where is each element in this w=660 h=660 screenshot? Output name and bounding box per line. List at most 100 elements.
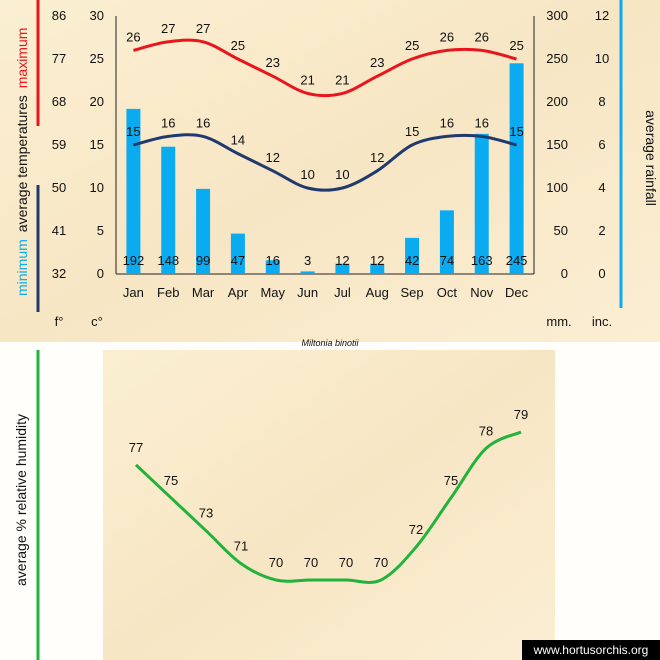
maximum-data-label: 27 bbox=[161, 21, 175, 36]
celsius-tick-label: 20 bbox=[90, 94, 104, 109]
rainfall-bar bbox=[300, 271, 315, 274]
fahrenheit-tick-label: 41 bbox=[52, 223, 66, 238]
rainfall-bar bbox=[335, 263, 350, 274]
celsius-unit-label: c° bbox=[91, 314, 103, 329]
minimum-data-label: 10 bbox=[300, 167, 314, 182]
month-tick-label: Jan bbox=[123, 285, 144, 300]
month-tick-label: May bbox=[260, 285, 285, 300]
rainfall-data-label: 192 bbox=[123, 253, 145, 268]
fahrenheit-tick-label: 59 bbox=[52, 137, 66, 152]
humidity-data-label: 77 bbox=[129, 440, 143, 455]
mm-tick-label: 250 bbox=[546, 51, 568, 66]
fahrenheit-tick-label: 50 bbox=[52, 180, 66, 195]
maximum-data-label: 21 bbox=[300, 72, 314, 87]
maximum-data-label: 21 bbox=[335, 72, 349, 87]
average-temperatures-label: average temperatures bbox=[14, 95, 30, 232]
rainfall-data-label: 148 bbox=[157, 253, 179, 268]
rainfall-data-label: 16 bbox=[266, 253, 280, 268]
inches-tick-label: 12 bbox=[595, 8, 609, 23]
month-tick-label: Dec bbox=[505, 285, 529, 300]
bottom-panel-background bbox=[103, 350, 555, 660]
maximum-data-label: 25 bbox=[231, 38, 245, 53]
minimum-data-label: 16 bbox=[161, 115, 175, 130]
celsius-tick-label: 25 bbox=[90, 51, 104, 66]
maximum-data-label: 26 bbox=[440, 29, 454, 44]
celsius-tick-label: 5 bbox=[97, 223, 104, 238]
minimum-data-label: 14 bbox=[231, 133, 245, 148]
maximum-temperature-line bbox=[133, 38, 517, 98]
mm-tick-label: 300 bbox=[546, 8, 568, 23]
inches-tick-label: 8 bbox=[598, 94, 605, 109]
humidity-data-label: 70 bbox=[304, 555, 318, 570]
fahrenheit-tick-label: 77 bbox=[52, 51, 66, 66]
mm-unit-label: mm. bbox=[546, 314, 571, 329]
humidity-data-label: 70 bbox=[339, 555, 353, 570]
month-tick-label: Feb bbox=[157, 285, 179, 300]
inches-tick-label: 4 bbox=[598, 180, 605, 195]
mm-tick-label: 150 bbox=[546, 137, 568, 152]
maximum-data-label: 25 bbox=[405, 38, 419, 53]
rainfall-data-label: 99 bbox=[196, 253, 210, 268]
fahrenheit-tick-label: 86 bbox=[52, 8, 66, 23]
celsius-tick-label: 0 bbox=[97, 266, 104, 281]
minimum-data-label: 16 bbox=[475, 115, 489, 130]
month-tick-label: Apr bbox=[228, 285, 249, 300]
minimum-data-label: 12 bbox=[370, 150, 384, 165]
mm-tick-label: 50 bbox=[554, 223, 568, 238]
month-tick-label: Jun bbox=[297, 285, 318, 300]
rainfall-data-label: 245 bbox=[506, 253, 528, 268]
minimum-data-label: 10 bbox=[335, 167, 349, 182]
minimum-data-label: 16 bbox=[196, 115, 210, 130]
watermark: www.hortusorchis.org bbox=[522, 640, 660, 660]
month-tick-label: Sep bbox=[401, 285, 424, 300]
minimum-temperature-line bbox=[133, 133, 517, 192]
month-tick-label: Oct bbox=[437, 285, 458, 300]
fahrenheit-tick-label: 68 bbox=[52, 94, 66, 109]
maximum-data-label: 23 bbox=[266, 55, 280, 70]
rainfall-bar bbox=[370, 263, 385, 274]
inches-unit-label: inc. bbox=[592, 314, 612, 329]
mm-tick-label: 0 bbox=[561, 266, 568, 281]
humidity-data-label: 75 bbox=[444, 473, 458, 488]
rainfall-bar bbox=[230, 233, 245, 274]
celsius-tick-label: 15 bbox=[90, 137, 104, 152]
inches-tick-label: 0 bbox=[598, 266, 605, 281]
rainfall-data-label: 12 bbox=[370, 253, 384, 268]
rainfall-bar bbox=[474, 133, 489, 274]
maximum-data-label: 23 bbox=[370, 55, 384, 70]
maximum-data-label: 26 bbox=[475, 29, 489, 44]
rainfall-axis-label: average rainfall bbox=[643, 110, 659, 206]
rainfall-data-label: 163 bbox=[471, 253, 493, 268]
humidity-line bbox=[134, 430, 522, 584]
humidity-data-label: 75 bbox=[164, 473, 178, 488]
celsius-tick-label: 10 bbox=[90, 180, 104, 195]
minimum-data-label: 15 bbox=[509, 124, 523, 139]
humidity-data-label: 79 bbox=[514, 407, 528, 422]
month-tick-label: Jul bbox=[334, 285, 351, 300]
celsius-tick-label: 30 bbox=[90, 8, 104, 23]
minimum-data-label: 15 bbox=[405, 124, 419, 139]
fahrenheit-tick-label: 32 bbox=[52, 266, 66, 281]
humidity-data-label: 70 bbox=[269, 555, 283, 570]
mm-tick-label: 200 bbox=[546, 94, 568, 109]
fahrenheit-unit-label: f° bbox=[55, 314, 64, 329]
minimum-label: minimum bbox=[14, 239, 30, 296]
humidity-data-label: 71 bbox=[234, 539, 248, 554]
month-tick-label: Aug bbox=[366, 285, 389, 300]
temperature-axis-label: minimum average temperatures maximum bbox=[14, 28, 30, 296]
rainfall-bar bbox=[439, 210, 454, 274]
rainfall-data-label: 74 bbox=[440, 253, 454, 268]
maximum-data-label: 26 bbox=[126, 29, 140, 44]
rainfall-data-label: 42 bbox=[405, 253, 419, 268]
humidity-axis-label: average % relative humidity bbox=[13, 414, 29, 586]
rainfall-data-label: 12 bbox=[335, 253, 349, 268]
month-tick-label: Nov bbox=[470, 285, 494, 300]
mm-tick-label: 100 bbox=[546, 180, 568, 195]
rainfall-bar bbox=[265, 260, 280, 274]
maximum-data-label: 25 bbox=[509, 38, 523, 53]
rainfall-data-label: 47 bbox=[231, 253, 245, 268]
rainfall-bar bbox=[126, 108, 141, 274]
minimum-data-label: 15 bbox=[126, 124, 140, 139]
rainfall-bar bbox=[161, 146, 176, 274]
